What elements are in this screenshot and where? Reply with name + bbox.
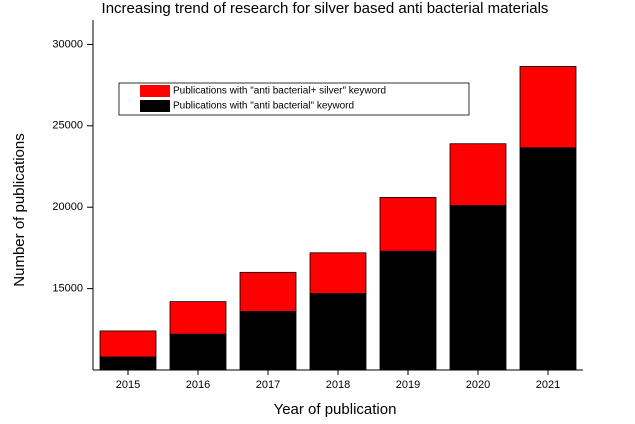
bar-segment (519, 147, 577, 371)
x-tick-label: 2017 (256, 379, 280, 391)
chart-title: Increasing trend of research for silver … (102, 0, 549, 17)
bar-segment (379, 250, 437, 371)
legend-swatch (140, 100, 170, 112)
bar-segment (449, 205, 507, 371)
legend-label: Publications with "anti bacterial" keywo… (173, 101, 354, 112)
legend-box (118, 82, 470, 116)
bar-segment (309, 293, 367, 371)
x-tick-label: 2016 (186, 379, 210, 391)
bar-segment (99, 356, 157, 371)
x-tick-label: 2019 (396, 379, 420, 391)
y-axis-label: Number of publications (11, 133, 28, 286)
legend-swatch (140, 85, 170, 97)
bar-segment (449, 143, 507, 206)
y-tick-label: 20000 (52, 201, 83, 213)
y-tick-label: 15000 (52, 283, 83, 295)
bar-segment (239, 271, 297, 312)
bar-segment (519, 65, 577, 149)
legend-label: Publications with "anti bacterial+ silve… (173, 86, 386, 97)
x-tick-label: 2021 (536, 379, 560, 391)
bar-segment (169, 333, 227, 371)
bar-segment (169, 301, 227, 335)
x-tick-label: 2018 (326, 379, 350, 391)
bar-segment (309, 252, 367, 294)
bar-segment (99, 330, 157, 358)
x-axis-label: Year of publication (274, 401, 397, 418)
bar-segment (379, 197, 437, 252)
x-tick-label: 2020 (466, 379, 490, 391)
y-tick-label: 30000 (52, 38, 83, 50)
bar-segment (239, 310, 297, 371)
x-tick-label: 2015 (116, 379, 140, 391)
y-tick-label: 25000 (52, 120, 83, 132)
